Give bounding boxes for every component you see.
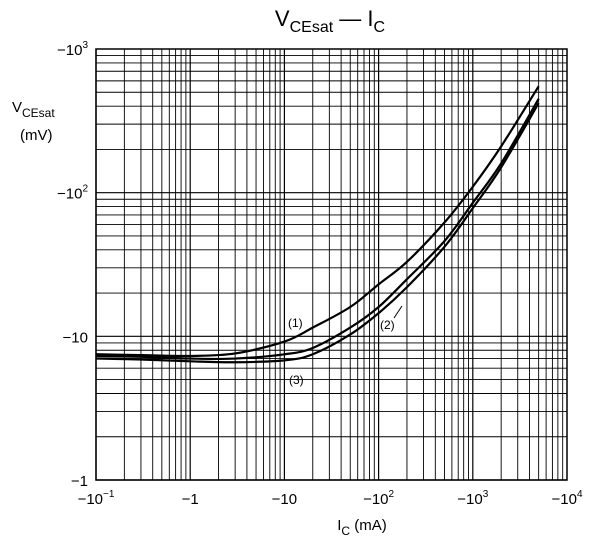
y-tick-label: −103 xyxy=(57,40,88,59)
annotation-2: (2) xyxy=(380,318,395,332)
y-tick-label: −102 xyxy=(57,184,88,203)
chart-title: VCEsat — IC xyxy=(275,6,385,36)
grid xyxy=(95,49,567,481)
annotation-3: (3) xyxy=(289,373,304,387)
annotation-2-leader xyxy=(393,305,403,319)
plot-frame xyxy=(95,48,568,481)
x-axis-label: IC (mA) xyxy=(337,517,387,538)
x-tick-label: −1 xyxy=(182,491,199,508)
y-axis-unit: (mV) xyxy=(20,127,53,144)
y-axis-label: VCEsat xyxy=(12,99,55,120)
annotation-1: (1) xyxy=(288,316,303,330)
series-line-3 xyxy=(95,102,540,364)
y-tick-label: −1 xyxy=(71,473,88,490)
x-tick-label: −103 xyxy=(457,489,488,508)
y-tick-label: −10 xyxy=(63,329,88,346)
x-tick-label: −10 xyxy=(272,491,297,508)
x-tick-label: −10−1 xyxy=(78,489,115,508)
series-group xyxy=(95,85,540,364)
y-tick-labels: −1 −10 −102 −103 xyxy=(57,40,88,490)
series-line-1 xyxy=(95,85,540,358)
x-tick-label: −104 xyxy=(551,489,582,508)
series-line-2 xyxy=(95,98,540,361)
x-tick-label: −102 xyxy=(363,489,394,508)
x-tick-labels: −10−1 −1 −10 −102 −103 −104 xyxy=(78,489,583,508)
